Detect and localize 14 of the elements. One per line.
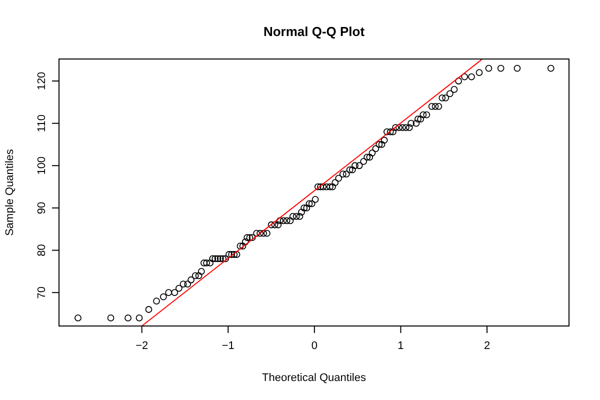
y-tick-label: 70 bbox=[36, 286, 48, 299]
x-tick-label: 0 bbox=[311, 340, 318, 352]
y-tick-label: 100 bbox=[36, 156, 48, 175]
y-tick-label: 90 bbox=[36, 202, 48, 214]
x-tick-label: −1 bbox=[222, 340, 234, 352]
x-axis-title: Theoretical Quantiles bbox=[262, 372, 366, 384]
x-tick-label: −2 bbox=[136, 340, 148, 352]
y-tick-label: 80 bbox=[36, 244, 48, 256]
y-axis-title: Sample Quantiles bbox=[4, 148, 16, 236]
y-tick-label: 120 bbox=[36, 72, 48, 90]
y-tick-label: 110 bbox=[36, 114, 48, 132]
chart-title: Normal Q-Q Plot bbox=[263, 24, 366, 39]
x-tick-label: 1 bbox=[398, 340, 404, 352]
x-tick-label: 2 bbox=[484, 340, 490, 352]
